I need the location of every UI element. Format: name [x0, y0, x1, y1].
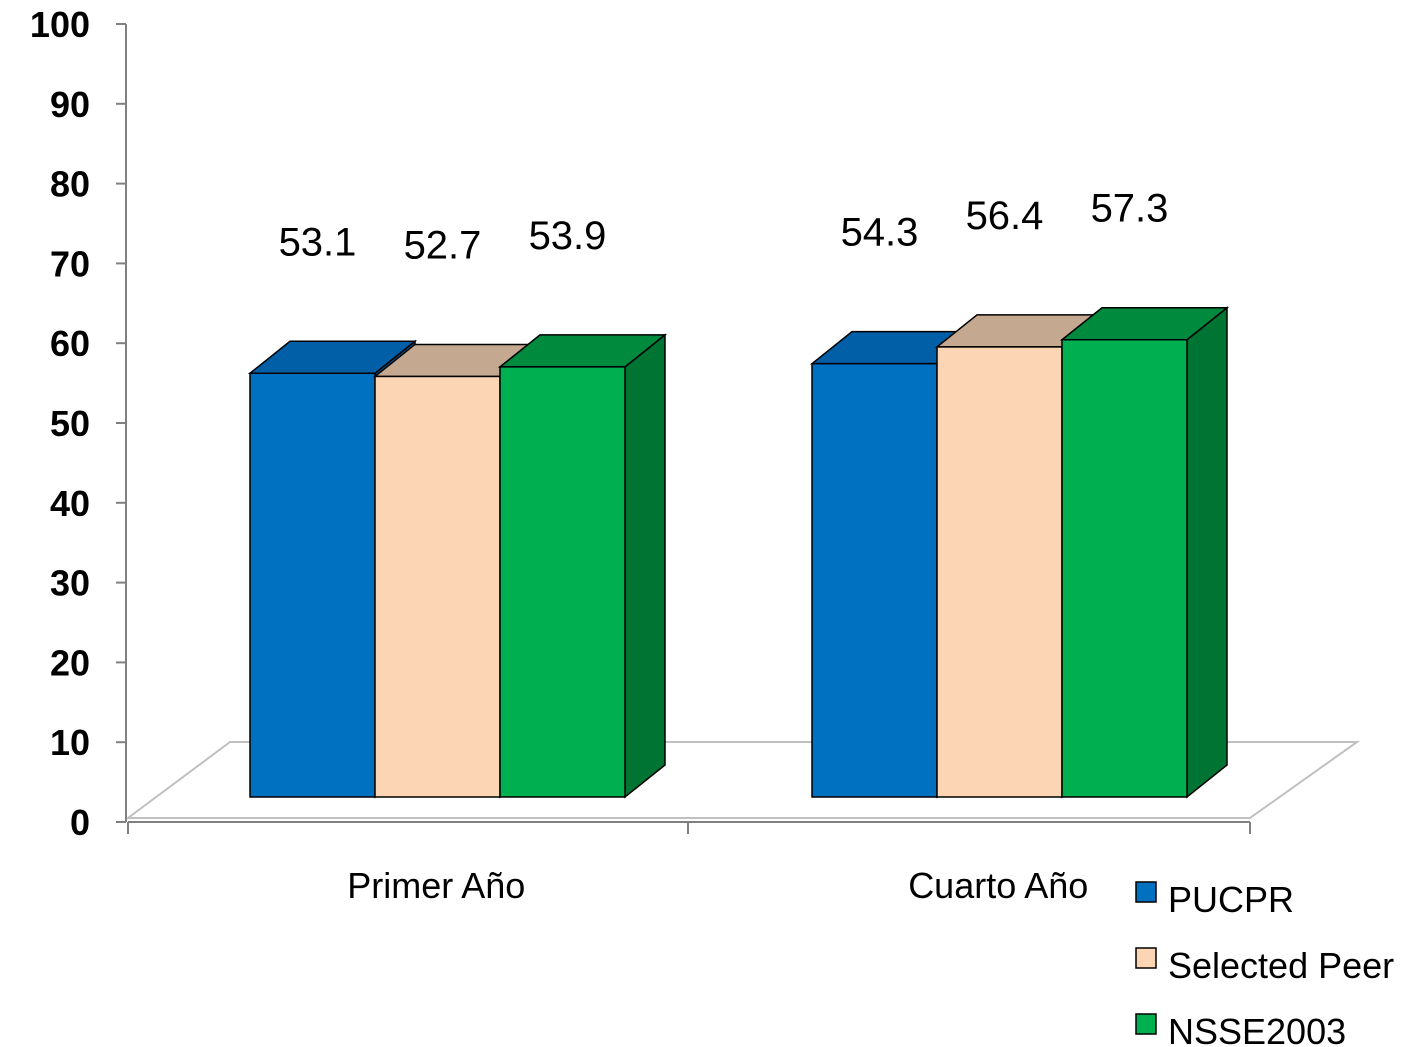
y-tick-label: 30: [50, 563, 90, 604]
x-category-label: Primer Año: [347, 865, 525, 906]
bar: [249, 372, 376, 798]
legend-swatch: [1135, 1013, 1157, 1035]
y-tick-label: 20: [50, 642, 90, 683]
x-category-label: Cuarto Año: [908, 865, 1088, 906]
y-tick-label: 0: [70, 802, 90, 843]
bar: [936, 346, 1063, 798]
y-tick-label: 100: [30, 4, 90, 45]
legend: PUCPR Selected Peer NSSE2003: [1135, 879, 1394, 1047]
bar: [374, 375, 501, 798]
bar: [1061, 338, 1188, 798]
bar: [811, 362, 938, 798]
data-label: 57.3: [1091, 187, 1169, 231]
bar-side: [624, 333, 666, 799]
legend-label: NSSE2003: [1168, 1011, 1346, 1047]
bar: [499, 366, 626, 798]
y-tick-label: 50: [50, 403, 90, 444]
y-tick-label: 70: [50, 243, 90, 284]
y-tick-label: 60: [50, 323, 90, 364]
y-tick-label: 40: [50, 483, 90, 524]
y-tick-label: 90: [50, 84, 90, 125]
data-label: 54.3: [841, 211, 919, 255]
legend-swatch: [1135, 881, 1157, 903]
legend-swatch: [1135, 947, 1157, 969]
bar-side: [1186, 306, 1228, 799]
legend-label: Selected Peer: [1168, 945, 1394, 986]
y-tick-label: 80: [50, 164, 90, 205]
data-label: 53.1: [279, 220, 357, 264]
y-tick-label: 10: [50, 722, 90, 763]
x-axis-labels: Primer Año Cuarto Año: [347, 865, 1088, 906]
data-labels: 53.1 52.7 53.9 54.3 56.4 57.3: [279, 187, 1169, 268]
legend-label: PUCPR: [1168, 879, 1294, 920]
y-axis: 0 10 20 30 40 50 60 70 80 90 100: [30, 4, 127, 843]
data-label: 53.9: [529, 214, 607, 258]
bars: [247, 306, 1230, 799]
data-label: 56.4: [966, 194, 1044, 238]
data-label: 52.7: [404, 223, 482, 267]
